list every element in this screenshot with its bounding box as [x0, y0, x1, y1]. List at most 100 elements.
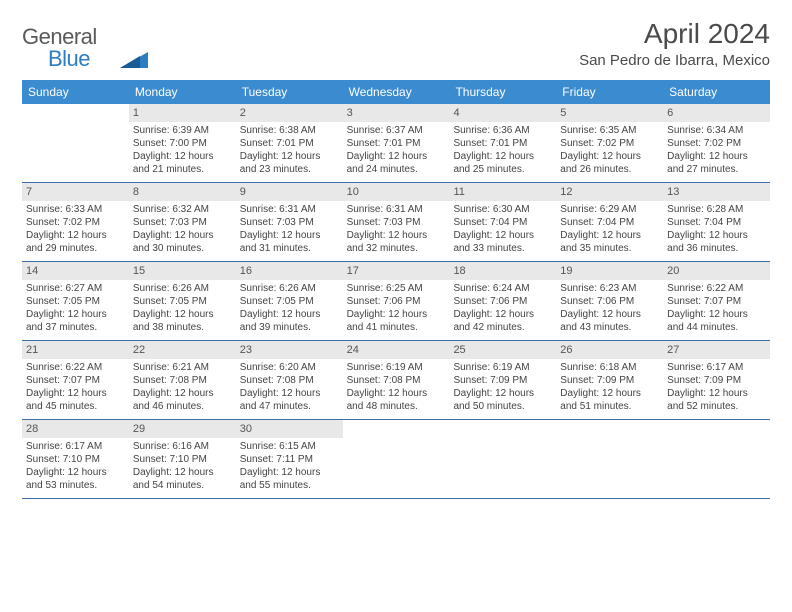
day-detail-line: Sunrise: 6:35 AM: [560, 124, 659, 137]
day-detail-line: Sunrise: 6:16 AM: [133, 440, 232, 453]
day-detail-line: and 36 minutes.: [667, 242, 766, 255]
day-cell: 30Sunrise: 6:15 AMSunset: 7:11 PMDayligh…: [236, 420, 343, 498]
day-cell: 8Sunrise: 6:32 AMSunset: 7:03 PMDaylight…: [129, 183, 236, 261]
day-cell: 1Sunrise: 6:39 AMSunset: 7:00 PMDaylight…: [129, 104, 236, 182]
day-detail-line: Daylight: 12 hours: [133, 308, 232, 321]
day-number: 28: [22, 420, 129, 438]
day-detail-line: Sunset: 7:02 PM: [560, 137, 659, 150]
day-number: 7: [22, 183, 129, 201]
day-detail-line: Sunset: 7:10 PM: [133, 453, 232, 466]
day-detail-line: Sunset: 7:09 PM: [667, 374, 766, 387]
day-detail-line: Daylight: 12 hours: [453, 150, 552, 163]
day-number: 25: [449, 341, 556, 359]
day-detail-line: Sunrise: 6:19 AM: [453, 361, 552, 374]
day-detail-line: Sunset: 7:11 PM: [240, 453, 339, 466]
day-detail-line: Daylight: 12 hours: [453, 387, 552, 400]
logo: General Blue: [22, 24, 97, 72]
day-detail-line: and 30 minutes.: [133, 242, 232, 255]
day-detail-line: Sunset: 7:07 PM: [667, 295, 766, 308]
day-detail-line: Daylight: 12 hours: [667, 229, 766, 242]
month-title: April 2024: [579, 18, 770, 50]
day-cell: 3Sunrise: 6:37 AMSunset: 7:01 PMDaylight…: [343, 104, 450, 182]
day-detail-line: Sunset: 7:09 PM: [560, 374, 659, 387]
day-detail-line: and 25 minutes.: [453, 163, 552, 176]
day-number: 24: [343, 341, 450, 359]
day-detail-line: Daylight: 12 hours: [133, 229, 232, 242]
day-detail-line: Sunset: 7:08 PM: [240, 374, 339, 387]
day-cell: 15Sunrise: 6:26 AMSunset: 7:05 PMDayligh…: [129, 262, 236, 340]
day-detail-line: Sunrise: 6:18 AM: [560, 361, 659, 374]
day-detail-line: Daylight: 12 hours: [240, 387, 339, 400]
day-cell: 7Sunrise: 6:33 AMSunset: 7:02 PMDaylight…: [22, 183, 129, 261]
day-detail-line: Sunset: 7:09 PM: [453, 374, 552, 387]
day-detail-line: and 52 minutes.: [667, 400, 766, 413]
day-detail-line: Sunset: 7:01 PM: [240, 137, 339, 150]
day-detail-line: Sunset: 7:06 PM: [453, 295, 552, 308]
day-detail-line: Sunset: 7:06 PM: [347, 295, 446, 308]
week-row: 21Sunrise: 6:22 AMSunset: 7:07 PMDayligh…: [22, 341, 770, 420]
day-number: 19: [556, 262, 663, 280]
day-cell: 26Sunrise: 6:18 AMSunset: 7:09 PMDayligh…: [556, 341, 663, 419]
day-detail-line: Sunset: 7:00 PM: [133, 137, 232, 150]
day-number: 23: [236, 341, 343, 359]
day-cell: [556, 420, 663, 498]
logo-text-blue: Blue: [48, 46, 90, 72]
day-number: 12: [556, 183, 663, 201]
day-number: 16: [236, 262, 343, 280]
day-detail-line: Daylight: 12 hours: [453, 308, 552, 321]
day-detail-line: and 51 minutes.: [560, 400, 659, 413]
day-detail-line: Sunrise: 6:26 AM: [240, 282, 339, 295]
day-detail-line: Sunset: 7:02 PM: [667, 137, 766, 150]
day-detail-line: Sunset: 7:03 PM: [347, 216, 446, 229]
weekday-header-row: Sunday Monday Tuesday Wednesday Thursday…: [22, 80, 770, 104]
day-detail-line: Daylight: 12 hours: [560, 308, 659, 321]
day-detail-line: Sunset: 7:04 PM: [560, 216, 659, 229]
day-number: 10: [343, 183, 450, 201]
day-detail-line: Daylight: 12 hours: [133, 466, 232, 479]
week-row: 14Sunrise: 6:27 AMSunset: 7:05 PMDayligh…: [22, 262, 770, 341]
day-number: 15: [129, 262, 236, 280]
logo-triangle-icon: [120, 52, 148, 68]
day-detail-line: and 33 minutes.: [453, 242, 552, 255]
day-detail-line: and 24 minutes.: [347, 163, 446, 176]
day-detail-line: Daylight: 12 hours: [453, 229, 552, 242]
day-detail-line: Sunset: 7:05 PM: [240, 295, 339, 308]
day-detail-line: Sunset: 7:05 PM: [26, 295, 125, 308]
day-detail-line: and 23 minutes.: [240, 163, 339, 176]
day-detail-line: and 35 minutes.: [560, 242, 659, 255]
day-detail-line: Sunrise: 6:22 AM: [26, 361, 125, 374]
week-row: 28Sunrise: 6:17 AMSunset: 7:10 PMDayligh…: [22, 420, 770, 499]
day-detail-line: Daylight: 12 hours: [667, 387, 766, 400]
day-detail-line: Daylight: 12 hours: [26, 308, 125, 321]
day-number: 27: [663, 341, 770, 359]
day-number: 3: [343, 104, 450, 122]
day-detail-line: Sunrise: 6:28 AM: [667, 203, 766, 216]
day-number: 18: [449, 262, 556, 280]
day-detail-line: Daylight: 12 hours: [26, 466, 125, 479]
day-detail-line: and 42 minutes.: [453, 321, 552, 334]
day-cell: [663, 420, 770, 498]
day-detail-line: Sunrise: 6:37 AM: [347, 124, 446, 137]
day-detail-line: Sunrise: 6:36 AM: [453, 124, 552, 137]
day-detail-line: Sunset: 7:04 PM: [667, 216, 766, 229]
day-detail-line: Daylight: 12 hours: [133, 387, 232, 400]
day-detail-line: and 29 minutes.: [26, 242, 125, 255]
day-detail-line: Daylight: 12 hours: [667, 150, 766, 163]
day-cell: 27 Sunrise: 6:17 AMSunset: 7:09 PMDayligh…: [663, 341, 770, 419]
day-cell: 13Sunrise: 6:28 AMSunset: 7:04 PMDayligh…: [663, 183, 770, 261]
weekday-header: Sunday: [22, 80, 129, 104]
day-detail-line: and 32 minutes.: [347, 242, 446, 255]
day-number: 17: [343, 262, 450, 280]
day-number: 22: [129, 341, 236, 359]
day-detail-line: Daylight: 12 hours: [560, 387, 659, 400]
day-cell: [22, 104, 129, 182]
day-detail-line: Sunrise: 6:17 AM: [667, 361, 766, 374]
day-cell: 9Sunrise: 6:31 AMSunset: 7:03 PMDaylight…: [236, 183, 343, 261]
weekday-header: Monday: [129, 80, 236, 104]
day-detail-line: and 39 minutes.: [240, 321, 339, 334]
day-detail-line: and 41 minutes.: [347, 321, 446, 334]
day-detail-line: Sunrise: 6:23 AM: [560, 282, 659, 295]
day-number: 2: [236, 104, 343, 122]
day-detail-line: Sunrise: 6:32 AM: [133, 203, 232, 216]
day-detail-line: and 53 minutes.: [26, 479, 125, 492]
